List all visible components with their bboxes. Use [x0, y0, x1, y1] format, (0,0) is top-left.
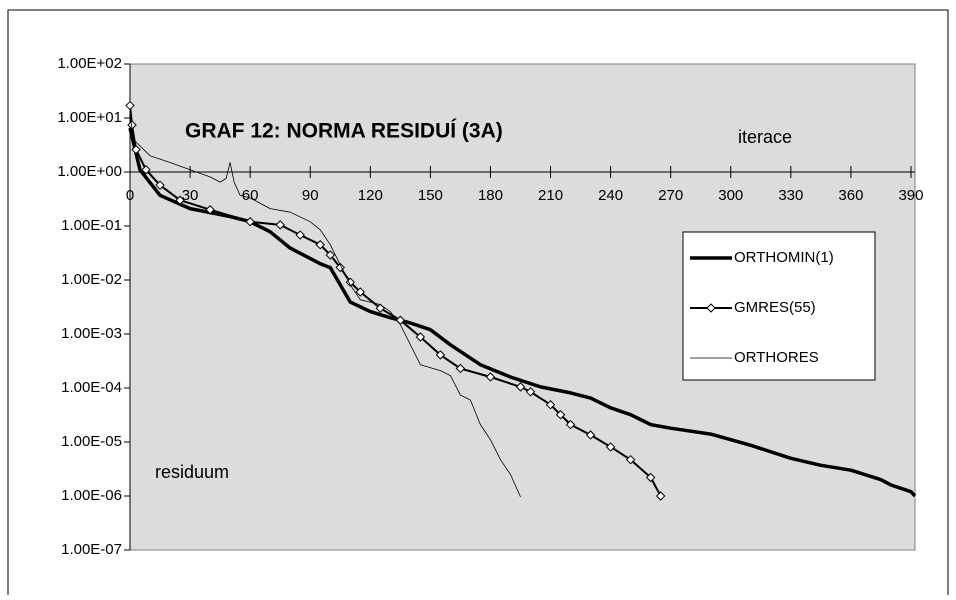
marker: [175, 195, 185, 205]
marker: [131, 144, 141, 155]
series-line: [128, 127, 917, 498]
marker: [245, 217, 255, 227]
marker: [545, 400, 556, 410]
marker: [585, 430, 596, 440]
x-tick-label: 390: [898, 187, 923, 204]
y-tick-label: 1.00E-02: [61, 271, 122, 288]
y-tick-label: 1.00E-07: [61, 541, 122, 558]
marker: [125, 100, 135, 111]
marker: [315, 240, 325, 250]
x-tick-label: 30: [182, 187, 199, 204]
marker: [205, 205, 215, 215]
marker: [415, 332, 426, 342]
x-tick-label: 90: [302, 187, 319, 204]
marker: [555, 410, 566, 420]
x-tick-label: 210: [538, 187, 563, 204]
marker: [325, 250, 335, 260]
y-tick-label: 1.00E+01: [57, 109, 122, 126]
x-tick-label: 240: [598, 187, 623, 204]
marker: [155, 180, 165, 190]
y-axis-label: residuum: [155, 462, 229, 482]
marker: [275, 220, 285, 230]
marker: [645, 472, 656, 483]
marker: [605, 442, 616, 452]
x-tick-label: 330: [778, 187, 803, 204]
x-tick-label: 60: [242, 187, 259, 204]
series-line: [129, 115, 521, 498]
marker: [295, 230, 305, 240]
marker: [435, 350, 446, 360]
legend-label: ORTHORES: [734, 349, 819, 366]
y-tick-label: 1.00E+02: [57, 55, 122, 72]
y-tick-label: 1.00E+00: [57, 163, 122, 180]
y-tick-label: 1.00E-06: [61, 487, 122, 504]
x-tick-label: 150: [418, 187, 443, 204]
legend-label: ORTHOMIN(1): [734, 249, 834, 266]
y-tick-label: 1.00E-05: [61, 433, 122, 450]
x-tick-label: 120: [358, 187, 383, 204]
x-tick-label: 180: [478, 187, 503, 204]
marker: [625, 454, 636, 465]
x-axis-label: iterace: [738, 127, 792, 147]
x-tick-label: 270: [658, 187, 683, 204]
marker: [335, 262, 345, 273]
legend-label: GMRES(55): [734, 299, 816, 316]
marker: [141, 165, 151, 175]
marker: [655, 491, 666, 501]
marker: [485, 372, 496, 382]
legend-marker: [706, 303, 716, 313]
marker: [515, 382, 526, 392]
y-tick-label: 1.00E-01: [61, 217, 122, 234]
y-tick-label: 1.00E-03: [61, 325, 122, 342]
marker: [565, 419, 576, 430]
chart-title: GRAF 12: NORMA RESIDUÍ (3A): [185, 120, 503, 143]
y-tick-label: 1.00E-04: [61, 379, 122, 396]
x-tick-label: 0: [126, 187, 134, 204]
marker: [455, 363, 466, 374]
marker: [355, 287, 366, 297]
x-tick-label: 300: [718, 187, 743, 204]
x-tick-label: 360: [838, 187, 863, 204]
marker: [525, 387, 536, 397]
